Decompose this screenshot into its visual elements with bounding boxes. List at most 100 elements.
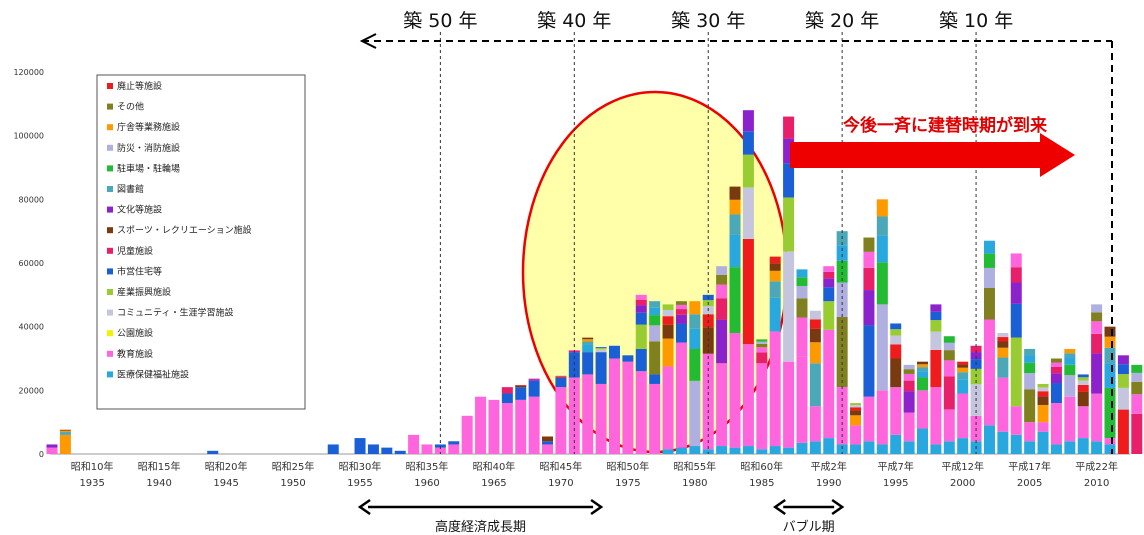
bar-segment	[1064, 348, 1076, 354]
bar-segment	[903, 391, 915, 413]
bar-segment	[1131, 364, 1143, 373]
bar-segment	[957, 364, 969, 368]
bar-segment	[675, 309, 687, 315]
bar-segment	[716, 298, 728, 320]
bar-segment	[59, 434, 71, 454]
bar-segment	[769, 263, 781, 271]
legend-label: 市営住宅等	[117, 265, 162, 277]
legend-swatch	[107, 309, 113, 316]
bar-segment	[595, 349, 607, 353]
legend-label: 廃止等施設	[117, 80, 162, 92]
bar-segment	[917, 390, 929, 429]
bar-segment	[1024, 441, 1036, 454]
age-label: 築 30 年	[671, 10, 745, 32]
y-tick-label: 40000	[19, 323, 44, 332]
bar-segment	[408, 434, 420, 454]
bar-segment	[850, 405, 862, 408]
bar-segment	[1050, 373, 1062, 384]
legend-swatch	[107, 330, 113, 337]
bar-segment	[1077, 380, 1089, 385]
bar-segment	[943, 350, 955, 361]
bar-segment	[756, 339, 768, 342]
bar-segment	[528, 396, 540, 454]
bar-segment	[1050, 366, 1062, 374]
legend-label: 文化等施設	[117, 204, 162, 216]
bar-segment	[769, 446, 781, 454]
bar-segment	[662, 304, 674, 310]
legend-label: 防災・消防施設	[117, 142, 180, 154]
bar-segment	[876, 304, 888, 391]
bar-segment	[930, 349, 942, 388]
x-tick-era-label: 平成17年	[1008, 460, 1051, 473]
bar-segment	[434, 447, 446, 454]
bar-segment	[930, 320, 942, 332]
y-tick-label: 60000	[19, 259, 44, 268]
bar-segment	[635, 348, 647, 372]
bar-segment	[582, 352, 594, 375]
bar-segment	[809, 363, 821, 407]
bar-segment	[1037, 431, 1049, 454]
bar-segment	[917, 377, 929, 391]
bar-segment	[1104, 347, 1116, 364]
legend-swatch	[107, 371, 113, 378]
bar-segment	[662, 366, 674, 450]
bar-segment	[930, 444, 942, 454]
bar-segment	[970, 352, 982, 360]
x-tick-year-label: 2000	[950, 478, 975, 489]
bar-segment	[608, 345, 620, 359]
bar-segment	[850, 403, 862, 406]
bar-segment	[662, 316, 674, 325]
bar-segment	[997, 377, 1009, 432]
bar-segment	[555, 376, 567, 378]
bar-segment	[1037, 404, 1049, 423]
bar-segment	[1050, 383, 1062, 404]
bar-segment	[381, 447, 393, 454]
bar-segment	[943, 409, 955, 442]
bar-segment	[742, 238, 754, 345]
bar-segment	[1091, 304, 1103, 313]
age-label: 築 20 年	[805, 10, 879, 32]
bar-segment	[890, 344, 902, 359]
bar-segment	[742, 110, 754, 132]
x-tick-year-label: 1945	[213, 478, 238, 489]
bar-segment	[689, 328, 701, 349]
bar-segment	[568, 377, 580, 454]
bar-segment	[59, 429, 71, 431]
bar-segment	[957, 367, 969, 373]
bar-segment	[983, 425, 995, 454]
legend-label: 公園施設	[117, 327, 153, 339]
x-tick-era-label: 昭和55年	[673, 460, 716, 473]
bar-segment	[1104, 326, 1116, 337]
x-tick-year-label: 1970	[548, 478, 573, 489]
bar-segment	[876, 216, 888, 236]
period-arrow-left	[357, 498, 371, 516]
bar-segment	[997, 347, 1009, 358]
period-label: バブル期	[783, 519, 835, 535]
bar-segment	[542, 441, 554, 445]
bar-segment	[863, 251, 875, 268]
bar-segment	[863, 237, 875, 252]
bar-segment	[756, 343, 768, 348]
bar-segment	[957, 438, 969, 454]
bar-segment	[756, 347, 768, 353]
bar-segment	[876, 444, 888, 454]
bar-segment	[917, 371, 929, 378]
bar-segment	[1064, 441, 1076, 454]
bar-segment	[729, 447, 741, 454]
x-tick-year-label: 2010	[1084, 478, 1109, 489]
bar-segment	[917, 428, 929, 454]
bar-segment	[1131, 394, 1143, 414]
legend-label: 医療保健福祉施設	[117, 368, 189, 380]
legend-swatch	[107, 186, 113, 192]
bar-segment	[756, 341, 768, 344]
bar-segment	[796, 317, 808, 357]
x-tick-year-label: 1955	[347, 478, 372, 489]
bar-segment	[943, 360, 955, 377]
bar-segment	[809, 328, 821, 343]
bar-segment	[716, 319, 728, 364]
bar-segment	[689, 314, 701, 329]
bar-segment	[823, 271, 835, 279]
bar-segment	[890, 335, 902, 345]
bar-segment	[1117, 355, 1129, 365]
bar-segment	[783, 361, 795, 448]
